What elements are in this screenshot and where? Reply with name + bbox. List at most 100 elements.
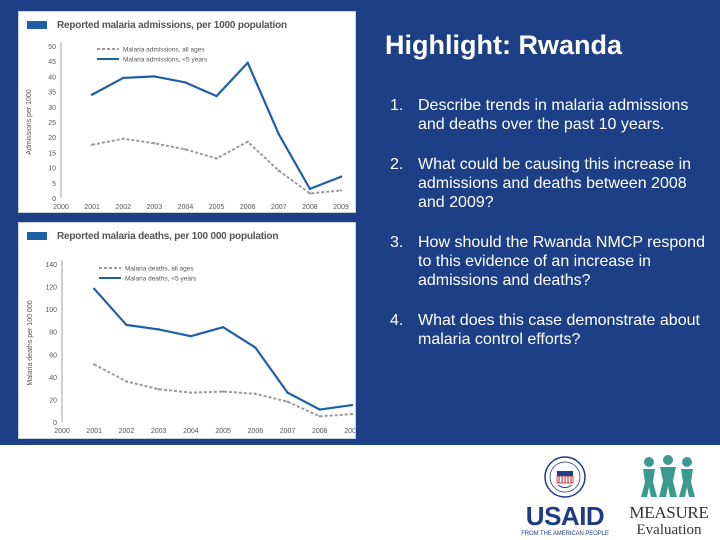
data-point — [184, 148, 187, 151]
question-number: 2. — [390, 156, 404, 173]
data-point — [125, 323, 128, 327]
data-point — [125, 380, 128, 383]
data-point — [254, 392, 257, 395]
question-text: How should the Rwanda NMCP respond to th… — [418, 234, 705, 289]
question-number: 1. — [390, 97, 404, 114]
x-tick-label: 2007 — [280, 428, 296, 435]
legend-label: Malaria deaths, all ages — [125, 266, 194, 273]
data-point — [318, 408, 321, 411]
data-point — [254, 346, 257, 349]
x-tick-label: 2005 — [215, 428, 231, 435]
y-tick-label: 45 — [48, 59, 56, 66]
slide-title: Highlight: Rwanda — [385, 30, 622, 60]
y-tick-label: 15 — [48, 150, 56, 157]
all-ages-series-line — [93, 363, 353, 418]
data-point — [277, 169, 280, 172]
under-5-series-line — [91, 61, 342, 190]
people-figures-icon — [641, 455, 695, 497]
data-point — [246, 140, 249, 143]
x-tick-label: 2005 — [209, 204, 225, 211]
question-item: 3. How should the Rwanda NMCP respond to … — [390, 233, 708, 290]
data-point — [318, 415, 321, 418]
data-point — [215, 157, 218, 160]
y-tick-label: 140 — [45, 262, 57, 269]
usaid-seal-icon — [544, 456, 586, 498]
y-tick-label: 25 — [48, 120, 56, 127]
y-tick-label: 40 — [49, 375, 57, 382]
data-point — [277, 132, 280, 136]
evaluation-wordmark: Evaluation — [636, 522, 702, 538]
all-ages-series-line — [91, 137, 342, 195]
x-tick-label: 2001 — [86, 428, 102, 435]
x-tick-label: 2004 — [183, 428, 199, 435]
question-number: 3. — [390, 234, 404, 251]
x-tick-label: 2006 — [248, 428, 264, 435]
usaid-logo: USAID FROM THE AMERICAN PEOPLE — [515, 455, 615, 539]
question-item: 4. What does this case demonstrate about … — [390, 311, 708, 349]
data-point — [339, 175, 343, 178]
x-tick-label: 2003 — [147, 204, 163, 211]
logo-strip: USAID FROM THE AMERICAN PEOPLE MEASURE E… — [0, 445, 720, 540]
y-tick-label: 60 — [49, 352, 57, 359]
deaths-chart-header: Reported malaria deaths, per 100 000 pop… — [27, 229, 278, 243]
legend-label: Malaria admissions, all ages — [123, 47, 205, 54]
data-point — [286, 391, 289, 394]
x-tick-label: 2002 — [119, 428, 135, 435]
data-point — [122, 137, 125, 140]
y-axis-title: Admissions per 1000 — [26, 89, 33, 154]
question-list: 1. Describe trends in malaria admissions … — [390, 96, 708, 370]
y-tick-label: 0 — [52, 196, 56, 203]
data-point — [350, 403, 354, 407]
y-axis-title: Malaria deaths per 100 000 — [27, 300, 34, 385]
x-tick-label: 2009 — [333, 204, 349, 211]
x-tick-label: 2008 — [312, 428, 328, 435]
chart-header-swatch — [27, 232, 47, 240]
data-point — [189, 335, 193, 338]
x-tick-label: 2000 — [54, 428, 70, 435]
y-tick-label: 5 — [52, 181, 56, 188]
measure-wordmark: MEASURE — [629, 503, 709, 522]
data-point — [215, 94, 218, 98]
data-point — [339, 189, 343, 192]
data-point — [350, 412, 354, 416]
deaths-chart-title: Reported malaria deaths, per 100 000 pop… — [57, 230, 279, 242]
x-tick-label: 2004 — [178, 204, 194, 211]
y-tick-label: 40 — [48, 74, 56, 81]
data-point — [153, 75, 156, 78]
x-tick-label: 2009 — [344, 428, 355, 435]
data-point — [286, 400, 289, 403]
data-point — [93, 363, 96, 366]
usaid-wordmark: USAID — [525, 501, 605, 531]
question-item: 2. What could be causing this increase in… — [390, 155, 708, 212]
data-point — [90, 93, 94, 96]
y-tick-label: 120 — [45, 285, 57, 292]
y-tick-label: 50 — [48, 44, 56, 51]
x-tick-label: 2000 — [53, 204, 69, 211]
deaths-chart-panel: Reported malaria deaths, per 100 000 pop… — [18, 222, 356, 439]
y-tick-label: 20 — [48, 135, 56, 142]
legend-label: Malaria admissions, <5 years — [123, 57, 208, 64]
data-point — [184, 81, 187, 84]
x-tick-label: 2001 — [84, 204, 100, 211]
deaths-chart: 0 20 40 60 80 100 120 140 2000 2001 2002 2003 2004 20… — [27, 260, 355, 435]
y-tick-label: 80 — [49, 330, 57, 337]
data-point — [246, 61, 249, 64]
chart-header-swatch — [27, 21, 47, 29]
data-point — [308, 187, 312, 191]
data-point — [189, 391, 193, 394]
data-point — [308, 192, 312, 195]
question-text: What does this case demonstrate about ma… — [418, 312, 700, 348]
data-point — [93, 287, 96, 291]
data-point — [157, 328, 160, 331]
question-text: What could be causing this increase in a… — [418, 156, 692, 211]
data-point — [221, 390, 225, 393]
question-item: 1. Describe trends in malaria admissions … — [390, 96, 708, 134]
data-point — [153, 142, 156, 145]
x-tick-label: 2003 — [151, 428, 167, 435]
slide-background: Reported malaria admissions, per 1000 po… — [0, 0, 720, 445]
data-point — [221, 326, 225, 329]
admissions-chart-title: Reported malaria admissions, per 1000 po… — [57, 19, 287, 31]
question-number: 4. — [390, 312, 404, 329]
data-point — [90, 143, 94, 146]
measure-evaluation-logo: MEASURE Evaluation — [624, 455, 714, 539]
